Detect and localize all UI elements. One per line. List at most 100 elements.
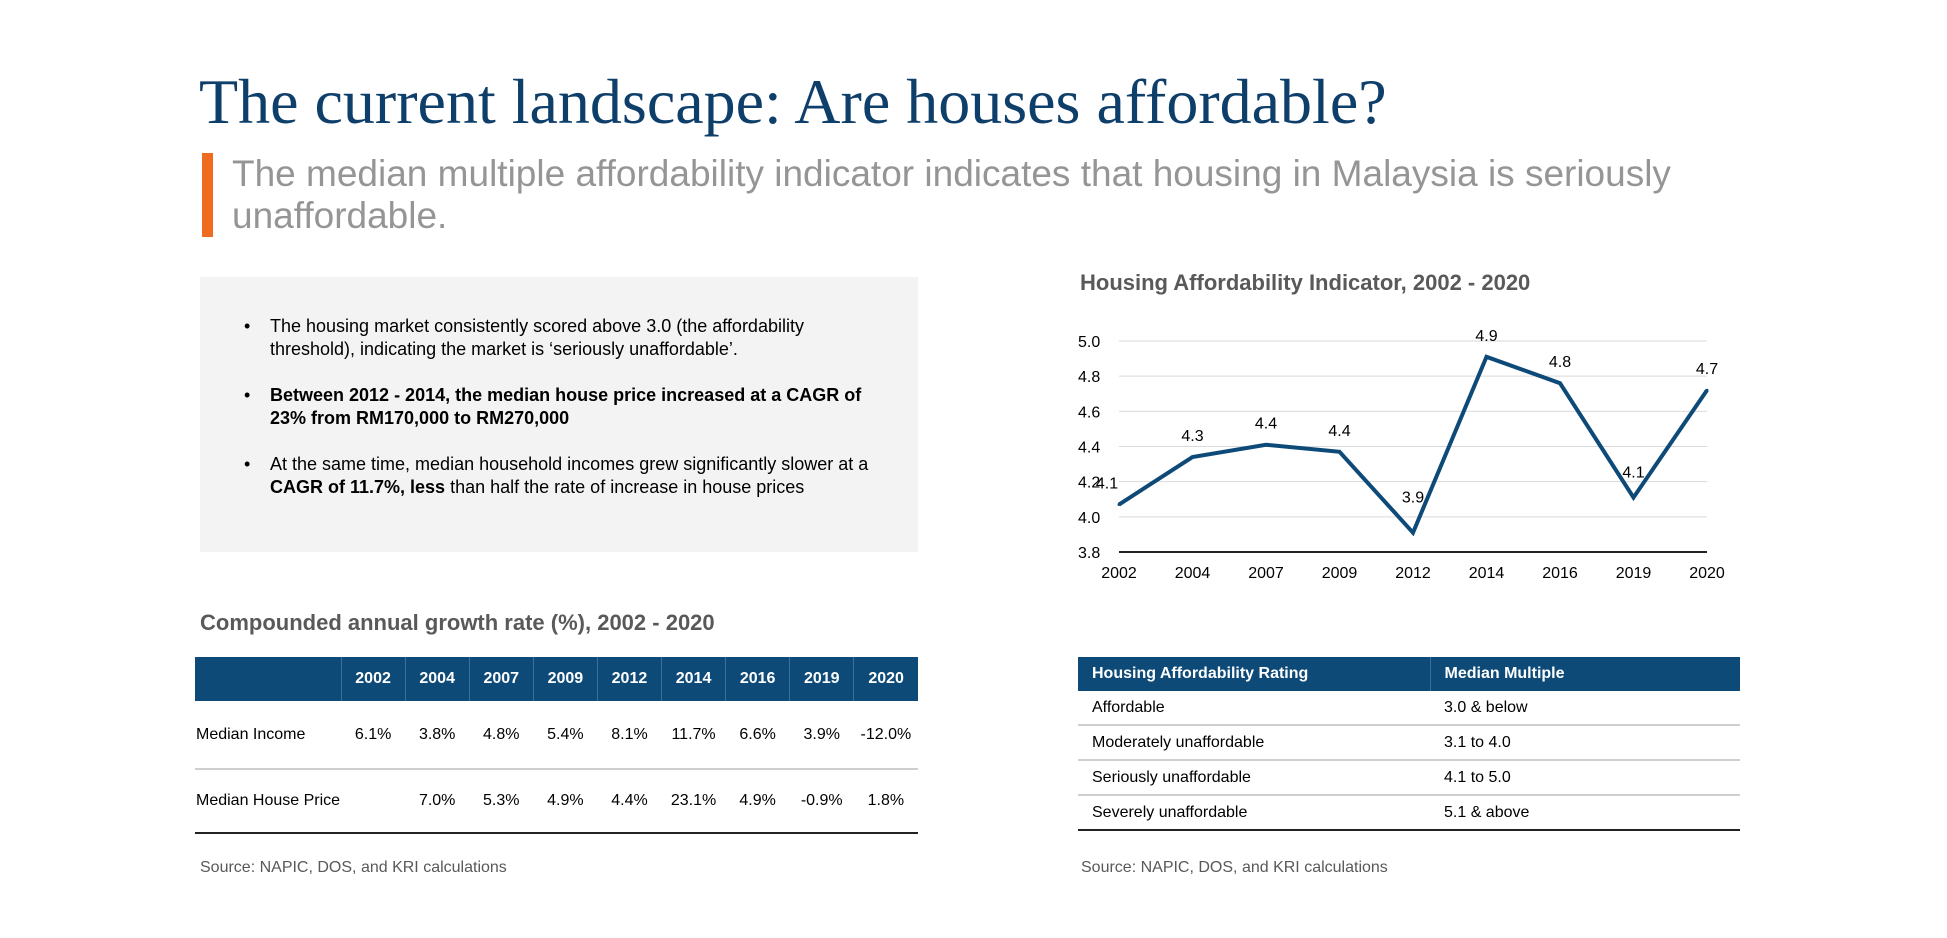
- summary-bullet-threshold: The housing market consistently scored a…: [244, 315, 884, 361]
- cagr-cell: 4.9%: [725, 769, 790, 834]
- cagr-cell: 3.8%: [405, 701, 470, 770]
- cagr-year-header: 2016: [725, 657, 790, 701]
- chart-data-labels: 4.1 4.3 4.4 4.4 3.9 4.9 4.8 4.1 4.7: [1096, 328, 1718, 535]
- y-tick-label: 5.0: [1078, 334, 1100, 351]
- y-tick-label: 3.8: [1078, 545, 1100, 562]
- data-point: [1264, 443, 1268, 447]
- table-row: Moderately unaffordable 3.1 to 4.0: [1078, 725, 1740, 761]
- data-point: [1411, 531, 1415, 535]
- data-label: 4.4: [1328, 423, 1350, 440]
- data-label: 4.1: [1096, 476, 1118, 493]
- page-title: The current landscape: Are houses afford…: [199, 66, 1387, 137]
- cagr-cell: 4.8%: [469, 701, 534, 770]
- data-label: 3.9: [1402, 490, 1424, 507]
- cagr-cell: 5.4%: [533, 701, 598, 770]
- cagr-cell: -12.0%: [853, 701, 918, 770]
- chart-x-axis: 2002 2004 2007 2009 2012 2014 2016 2019 2020: [1101, 565, 1725, 582]
- x-tick-label: 2020: [1689, 565, 1725, 582]
- x-tick-label: 2007: [1248, 565, 1284, 582]
- cagr-cell: 3.9%: [789, 701, 854, 770]
- data-point: [1117, 503, 1121, 507]
- table-row: Median Income 6.1% 3.8% 4.8% 5.4% 8.1% 1…: [195, 701, 918, 770]
- chart-y-axis: 3.8 4.0 4.2 4.4 4.6 4.8 5.0: [1078, 334, 1100, 562]
- cagr-cell: 23.1%: [661, 769, 726, 834]
- cagr-year-header: 2004: [404, 657, 470, 701]
- bullet-text-bold: CAGR of 11.7%, less: [270, 477, 446, 497]
- x-tick-label: 2004: [1175, 565, 1211, 582]
- table-row: Affordable 3.0 & below: [1078, 691, 1740, 726]
- summary-box: The housing market consistently scored a…: [200, 277, 918, 552]
- cagr-year-header: 2019: [789, 657, 854, 701]
- cagr-year-header: 2007: [468, 657, 534, 701]
- multiple-cell: 5.1 & above: [1430, 795, 1740, 831]
- table-row: Seriously unaffordable 4.1 to 5.0: [1078, 760, 1740, 796]
- x-tick-label: 2019: [1616, 565, 1652, 582]
- cagr-source-note: Source: NAPIC, DOS, and KRI calculations: [200, 859, 507, 876]
- data-label: 4.3: [1181, 428, 1203, 445]
- data-label: 4.8: [1549, 354, 1571, 371]
- data-label: 4.4: [1255, 416, 1277, 433]
- rating-header-row: Housing Affordability Rating Median Mult…: [1078, 657, 1740, 691]
- data-label: 4.7: [1696, 361, 1718, 378]
- cagr-year-header: 2002: [340, 657, 406, 701]
- x-tick-label: 2012: [1395, 565, 1431, 582]
- summary-bullet-income: At the same time, median household incom…: [244, 453, 884, 499]
- summary-bullet-house-price: Between 2012 - 2014, the median house pr…: [244, 384, 884, 430]
- bullet-text: At the same time, median household incom…: [270, 454, 869, 474]
- chart-grid: [1119, 340, 1707, 553]
- data-point: [1485, 355, 1488, 359]
- data-label: 4.1: [1622, 464, 1644, 481]
- cagr-header-row: 2002 2004 2007 2009 2012 2014 2016 2019 …: [195, 657, 918, 701]
- cagr-cell: 4.9%: [533, 769, 598, 834]
- rating-cell: Affordable: [1078, 691, 1430, 726]
- cagr-cell: 8.1%: [597, 701, 662, 770]
- data-point: [1558, 381, 1562, 385]
- multiple-cell: 3.1 to 4.0: [1430, 725, 1740, 761]
- rating-header: Housing Affordability Rating: [1078, 657, 1430, 691]
- cagr-cell: 11.7%: [661, 701, 726, 770]
- rating-source-note: Source: NAPIC, DOS, and KRI calculations: [1081, 859, 1388, 876]
- data-label: 4.9: [1475, 328, 1497, 345]
- bullet-text: than half the rate of increase in house …: [445, 477, 805, 497]
- summary-bullets: The housing market consistently scored a…: [244, 315, 884, 522]
- cagr-cell: 6.6%: [725, 701, 790, 770]
- cagr-header-blank: [195, 657, 342, 701]
- cagr-table-title: Compounded annual growth rate (%), 2002 …: [200, 610, 715, 635]
- bullet-text: Between 2012 - 2014, the median house pr…: [270, 385, 862, 428]
- rating-table: Housing Affordability Rating Median Mult…: [1078, 657, 1740, 831]
- x-tick-label: 2002: [1101, 565, 1137, 582]
- row-label-median-income: Median Income: [195, 701, 342, 770]
- chart-title: Housing Affordability Indicator, 2002 - …: [1080, 270, 1531, 295]
- row-label-median-house-price: Median House Price: [195, 769, 342, 834]
- cagr-year-header: 2009: [532, 657, 598, 701]
- data-point: [1705, 388, 1709, 392]
- rating-cell: Seriously unaffordable: [1078, 760, 1430, 796]
- y-tick-label: 4.8: [1078, 369, 1100, 386]
- rating-cell: Moderately unaffordable: [1078, 725, 1430, 761]
- cagr-cell: 1.8%: [853, 769, 918, 834]
- cagr-cell: 4.4%: [597, 769, 662, 834]
- x-tick-label: 2009: [1322, 565, 1358, 582]
- y-tick-label: 4.2: [1078, 475, 1100, 492]
- accent-bar: [202, 153, 213, 237]
- y-tick-label: 4.6: [1078, 404, 1100, 421]
- cagr-cell: 5.3%: [469, 769, 534, 834]
- page-subtitle: The median multiple affordability indica…: [232, 153, 1671, 236]
- multiple-cell: 3.0 & below: [1430, 691, 1740, 726]
- cagr-cell: 7.0%: [405, 769, 470, 834]
- y-tick-label: 4.4: [1078, 440, 1100, 457]
- x-tick-label: 2016: [1542, 565, 1578, 582]
- cagr-cell: -0.9%: [789, 769, 854, 834]
- cagr-table: 2002 2004 2007 2009 2012 2014 2016 2019 …: [195, 657, 918, 834]
- multiple-header: Median Multiple: [1429, 657, 1740, 691]
- cagr-cell: 6.1%: [341, 701, 406, 770]
- cagr-cell: [341, 769, 406, 834]
- data-point: [1632, 495, 1635, 499]
- cagr-year-header: 2012: [596, 657, 662, 701]
- data-point: [1191, 455, 1194, 459]
- bullet-text: The housing market consistently scored a…: [270, 316, 804, 359]
- cagr-year-header: 2014: [660, 657, 726, 701]
- cagr-year-header: 2020: [853, 657, 918, 701]
- multiple-cell: 4.1 to 5.0: [1430, 760, 1740, 796]
- y-tick-label: 4.0: [1078, 510, 1100, 527]
